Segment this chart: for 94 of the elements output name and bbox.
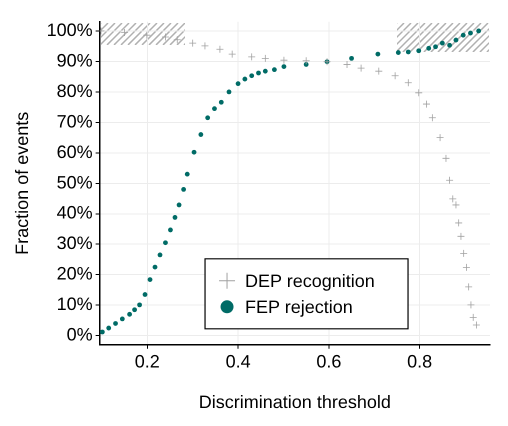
y-tick-label: 20%: [56, 264, 93, 284]
point: [280, 56, 288, 64]
y-tick-label: 50%: [56, 172, 93, 192]
point: [158, 252, 162, 258]
point: [428, 114, 436, 122]
point: [256, 70, 261, 76]
point: [162, 33, 170, 41]
point: [464, 283, 473, 291]
point: [467, 300, 475, 309]
point: [236, 81, 240, 86]
point: [442, 154, 450, 162]
point: [454, 219, 463, 227]
point: [181, 186, 186, 192]
x-axis-title: Discrimination threshold: [198, 392, 391, 412]
y-tick-label: 70%: [56, 111, 93, 132]
point: [205, 115, 210, 120]
point: [282, 64, 286, 69]
y-tick-label: 90%: [56, 50, 93, 70]
point: [304, 62, 309, 67]
point: [142, 31, 151, 40]
point: [120, 316, 125, 322]
point: [440, 40, 445, 46]
y-tick-label: 60%: [56, 142, 93, 162]
point: [248, 52, 256, 61]
point: [447, 42, 452, 48]
point: [152, 264, 158, 270]
y-tick-label: 40%: [56, 202, 93, 223]
point: [426, 46, 432, 51]
point: [132, 307, 137, 312]
point: [172, 215, 178, 220]
point: [357, 64, 365, 72]
point: [374, 67, 383, 76]
point: [261, 54, 270, 62]
x-tick-label: 0.8: [407, 352, 432, 372]
point: [148, 277, 152, 282]
point: [468, 30, 473, 36]
point: [198, 132, 204, 137]
point: [163, 240, 168, 246]
point: [212, 106, 217, 112]
point: [120, 28, 128, 36]
point: [106, 326, 112, 330]
y-tick-label: 0%: [66, 324, 93, 345]
point: [462, 264, 470, 272]
point: [446, 176, 454, 184]
point: [216, 45, 224, 54]
point: [188, 39, 197, 48]
point: [343, 60, 351, 68]
point: [168, 228, 173, 232]
point: [142, 292, 148, 297]
point: [249, 73, 254, 78]
point: [192, 150, 196, 155]
point: [433, 44, 438, 50]
point: [460, 249, 468, 258]
point: [173, 36, 182, 44]
point: [469, 313, 478, 322]
point: [302, 56, 310, 65]
point: [414, 88, 423, 97]
point: [472, 321, 480, 329]
point: [436, 134, 444, 142]
point: [201, 42, 209, 50]
point: [460, 32, 466, 38]
point: [349, 56, 354, 61]
point: [262, 68, 268, 74]
y-tick-label: 10%: [56, 294, 93, 314]
y-tick-label: 80%: [56, 80, 93, 101]
point: [391, 72, 400, 80]
point: [272, 67, 277, 72]
point: [137, 302, 142, 308]
y-axis-title: Fraction of events: [12, 112, 32, 255]
point: [404, 78, 412, 87]
legend-label: DEP recognition: [245, 270, 375, 291]
point: [176, 202, 182, 208]
y-tick-label: 30%: [56, 233, 93, 254]
point: [100, 330, 105, 334]
point: [226, 89, 232, 94]
point: [375, 52, 380, 56]
x-tick-label: 0.2: [134, 352, 160, 372]
y-tick-label: 100%: [46, 20, 93, 40]
point: [228, 50, 236, 58]
point: [422, 100, 430, 108]
point: [184, 172, 190, 177]
point: [396, 50, 401, 55]
point: [457, 232, 465, 240]
point: [476, 28, 482, 34]
legend-label: FEP rejection: [245, 296, 353, 317]
point: [127, 312, 132, 317]
point: [416, 48, 422, 54]
point: [113, 321, 118, 326]
point: [218, 100, 224, 105]
point: [242, 76, 248, 82]
x-tick-label: 0.6: [316, 352, 342, 372]
x-tick-label: 0.4: [226, 352, 251, 372]
point: [454, 38, 458, 42]
point: [406, 50, 411, 54]
